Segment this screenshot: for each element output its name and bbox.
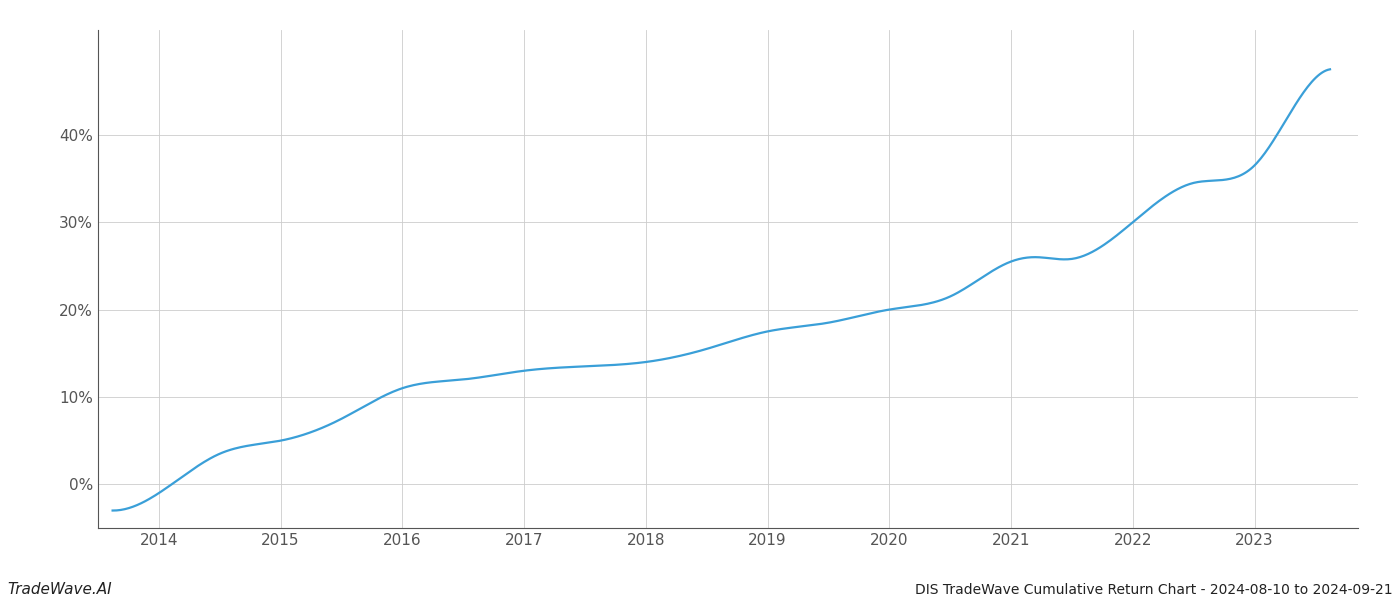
Text: DIS TradeWave Cumulative Return Chart - 2024-08-10 to 2024-09-21: DIS TradeWave Cumulative Return Chart - … [916, 583, 1393, 597]
Text: TradeWave.AI: TradeWave.AI [7, 582, 112, 597]
